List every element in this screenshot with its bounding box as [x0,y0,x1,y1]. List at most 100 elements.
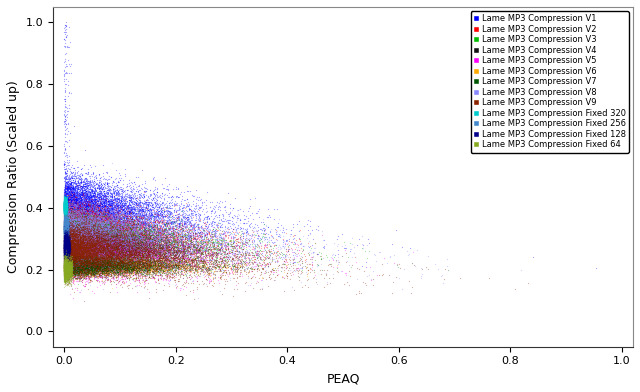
Point [139,243,149,249]
Point [63,254,74,260]
Point [60,249,70,255]
Point [92,231,102,238]
Point [61,265,71,271]
Point [60,262,70,268]
Point [99,239,109,245]
Point [90,252,100,259]
Point [61,203,72,210]
Point [88,255,98,261]
Point [134,267,144,273]
Point [104,229,114,235]
Point [155,260,165,266]
Point [93,250,104,256]
Point [78,253,88,259]
Point [96,230,106,236]
Point [86,242,96,248]
Point [97,219,108,225]
Point [66,264,76,270]
Point [143,234,154,241]
Point [62,261,72,267]
Point [84,248,95,254]
Point [135,223,145,229]
Point [71,270,81,276]
Point [62,281,72,287]
Point [67,230,77,236]
Point [118,236,128,242]
Point [67,242,77,248]
Point [68,214,79,220]
Point [132,256,143,263]
Point [65,257,75,263]
Point [134,265,144,271]
Point [132,260,143,267]
Point [61,231,72,237]
Point [66,245,76,252]
Point [164,237,174,243]
Point [143,245,153,251]
Point [80,147,90,153]
Point [97,229,108,235]
Point [65,243,75,250]
Point [100,196,111,202]
Point [108,229,118,235]
Point [76,255,86,261]
Point [77,236,88,242]
Point [60,245,70,251]
Point [60,217,70,223]
Point [111,237,122,243]
Point [84,193,95,199]
Point [68,256,78,262]
Point [111,230,121,237]
Point [90,258,100,265]
Point [145,242,156,249]
Point [88,257,99,263]
Point [94,238,104,244]
Point [95,207,106,214]
Point [65,197,75,203]
Point [63,209,74,215]
Point [70,211,80,218]
Point [79,245,89,252]
Point [70,222,80,228]
Point [69,207,79,214]
Point [87,220,97,226]
Point [61,257,71,263]
Point [67,273,77,279]
Point [60,225,70,232]
Point [61,246,72,252]
Point [241,213,251,219]
Point [92,237,102,243]
Point [83,227,93,234]
Point [61,260,71,266]
Point [196,233,207,240]
Point [116,247,126,254]
Point [112,230,122,236]
Point [82,235,92,241]
Point [77,263,88,269]
Point [174,261,184,268]
Point [77,263,87,269]
Point [63,258,73,264]
Point [187,224,197,230]
Point [81,220,91,227]
Point [72,199,82,205]
Point [70,250,81,256]
Point [248,252,258,258]
Point [87,234,97,240]
Point [157,257,168,263]
Point [76,265,86,272]
Point [63,251,74,258]
Point [78,230,88,236]
Point [76,235,86,241]
Point [86,262,96,268]
Point [60,222,70,228]
Point [69,257,79,263]
Point [61,232,72,238]
Point [63,226,73,232]
Point [65,237,76,243]
Point [132,269,143,275]
Point [89,263,99,270]
Point [60,222,70,228]
Point [102,232,112,239]
Point [63,194,74,201]
